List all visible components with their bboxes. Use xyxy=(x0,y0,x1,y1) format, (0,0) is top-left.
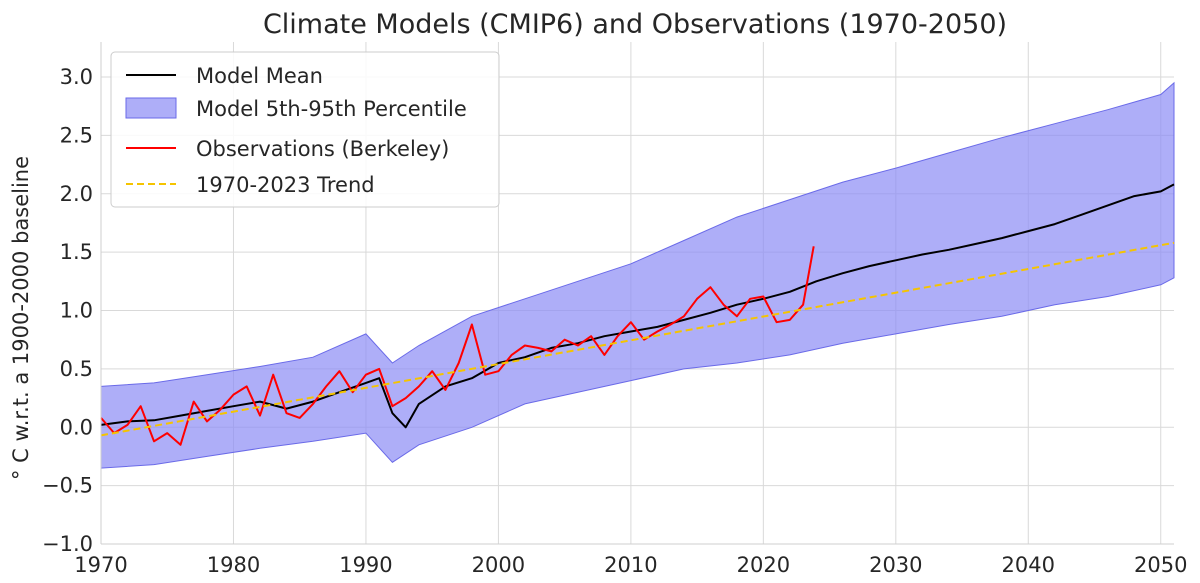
x-tick-label: 1990 xyxy=(339,553,392,577)
legend-mean-label: Model Mean xyxy=(196,64,323,88)
observations-line xyxy=(100,246,815,446)
axes-layer xyxy=(100,42,1174,545)
band-layer xyxy=(100,81,1175,469)
x-tick-label: 2050 xyxy=(1134,553,1187,577)
band-area xyxy=(100,81,1175,469)
legend: Model Mean Model 5th-95th Percentile Obs… xyxy=(110,51,500,208)
y-axis-label: ° C w.r.t. a 1900-2000 baseline xyxy=(9,156,33,480)
trend-layer xyxy=(100,241,1175,437)
legend-frame xyxy=(110,51,500,208)
y-tick-label: −0.5 xyxy=(42,474,93,498)
y-tick-label: 1.5 xyxy=(60,240,93,264)
x-tick-label: 1970 xyxy=(74,553,127,577)
mean-layer xyxy=(100,183,1175,429)
y-tick-label: 3.0 xyxy=(60,65,93,89)
y-tick-label: 2.5 xyxy=(60,123,93,147)
y-tick-label: 0.0 xyxy=(60,415,93,439)
x-tick-label: 1980 xyxy=(207,553,260,577)
legend-obs-label: Observations (Berkeley) xyxy=(196,137,449,161)
ticks-layer: 1970 1980 1990 2000 2010 2020 2030 2040 2050 −1.0… xyxy=(42,65,1187,577)
y-tick-label: −1.0 xyxy=(42,532,93,556)
chart-title: Climate Models (CMIP6) and Observations … xyxy=(263,9,1007,40)
x-tick-label: 2000 xyxy=(472,553,525,577)
legend-band-label: Model 5th-95th Percentile xyxy=(196,97,467,121)
x-tick-label: 2020 xyxy=(737,553,790,577)
obs-layer xyxy=(100,246,815,446)
model-mean-line xyxy=(100,183,1175,429)
y-tick-label: 2.0 xyxy=(60,182,93,206)
legend-trend-label: 1970-2023 Trend xyxy=(196,173,375,197)
legend-band-swatch xyxy=(125,97,177,119)
x-tick-label: 2040 xyxy=(1002,553,1055,577)
x-tick-label: 2010 xyxy=(604,553,657,577)
trend-line xyxy=(100,241,1175,437)
y-tick-label: 1.0 xyxy=(60,299,93,323)
x-tick-label: 2030 xyxy=(869,553,922,577)
y-tick-label: 0.5 xyxy=(60,357,93,381)
